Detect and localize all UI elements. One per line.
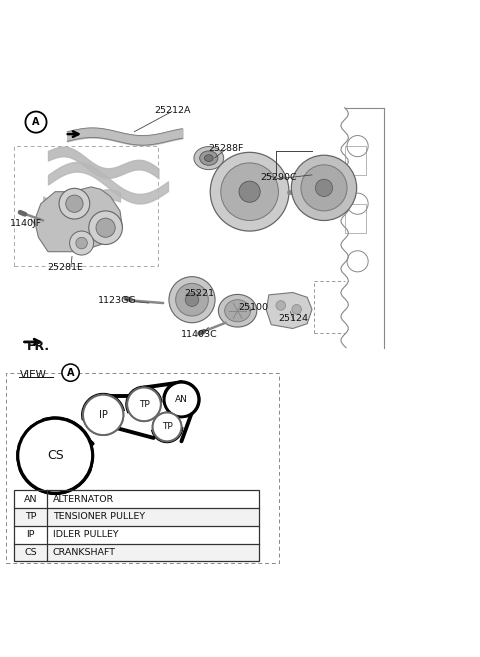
Circle shape [89, 211, 122, 244]
Polygon shape [266, 292, 312, 328]
Circle shape [301, 165, 347, 211]
Circle shape [239, 181, 260, 202]
Text: CS: CS [47, 449, 63, 463]
Circle shape [164, 382, 199, 417]
Circle shape [62, 364, 79, 381]
Text: IP: IP [99, 410, 108, 420]
Bar [345, 204, 366, 233]
Text: IP: IP [26, 530, 35, 539]
Text: CS: CS [47, 449, 63, 463]
Ellipse shape [225, 300, 251, 322]
Circle shape [127, 388, 161, 421]
Text: TP: TP [25, 512, 36, 522]
Text: 1123GG: 1123GG [98, 296, 137, 305]
Text: ALTERNATOR: ALTERNATOR [53, 495, 114, 504]
Circle shape [315, 179, 333, 196]
Circle shape [185, 293, 199, 306]
Text: 25100: 25100 [239, 304, 268, 312]
Circle shape [276, 301, 286, 310]
Bar [14, 508, 259, 526]
Circle shape [153, 413, 181, 442]
Circle shape [169, 277, 215, 323]
Circle shape [59, 189, 90, 219]
Bar [14, 490, 259, 561]
Text: TP: TP [162, 422, 172, 432]
Text: 25281E: 25281E [47, 263, 83, 271]
Circle shape [66, 195, 83, 212]
Circle shape [83, 395, 123, 435]
Text: 25124: 25124 [279, 315, 309, 323]
Circle shape [25, 112, 47, 133]
Text: 25221: 25221 [184, 290, 214, 298]
Ellipse shape [204, 155, 213, 162]
Text: FR.: FR. [26, 340, 49, 353]
Circle shape [164, 382, 199, 417]
Text: TENSIONER PULLEY: TENSIONER PULLEY [53, 512, 145, 522]
Ellipse shape [218, 294, 257, 327]
Circle shape [221, 163, 278, 221]
Circle shape [70, 231, 94, 255]
Circle shape [83, 395, 123, 435]
Circle shape [292, 304, 301, 314]
Text: TP: TP [139, 400, 149, 409]
Text: 11403C: 11403C [181, 330, 217, 339]
Text: CS: CS [24, 548, 37, 557]
Ellipse shape [200, 151, 218, 166]
Text: TP: TP [139, 400, 149, 409]
Circle shape [18, 419, 93, 493]
Text: VIEW: VIEW [20, 370, 47, 380]
Text: AN: AN [175, 395, 188, 404]
Circle shape [291, 155, 357, 221]
Text: TP: TP [162, 422, 172, 432]
Text: A: A [32, 117, 40, 127]
Circle shape [153, 413, 181, 442]
Text: A: A [67, 368, 74, 378]
Text: AN: AN [24, 495, 37, 504]
Text: 25290C: 25290C [260, 173, 297, 182]
Text: 1140JF: 1140JF [11, 219, 42, 229]
Circle shape [127, 388, 161, 421]
Circle shape [176, 283, 208, 316]
Text: 25212A: 25212A [155, 106, 191, 114]
Text: 25288F: 25288F [208, 144, 243, 153]
Polygon shape [35, 187, 122, 252]
Circle shape [210, 152, 289, 231]
Text: CRANKSHAFT: CRANKSHAFT [53, 548, 116, 557]
Text: IP: IP [99, 410, 108, 420]
Text: AN: AN [175, 395, 188, 404]
Bar [345, 146, 366, 175]
Circle shape [76, 237, 87, 249]
Circle shape [18, 419, 93, 493]
Text: IDLER PULLEY: IDLER PULLEY [53, 530, 119, 539]
Circle shape [96, 218, 115, 237]
Ellipse shape [194, 147, 224, 170]
Bar [14, 543, 259, 561]
